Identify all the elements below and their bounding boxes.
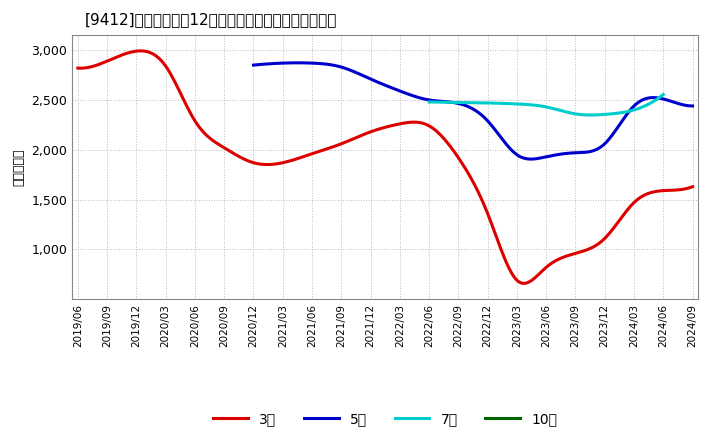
7年 xyxy=(659,92,667,97)
3年 xyxy=(688,184,697,189)
5年 xyxy=(510,150,519,156)
Line: 7年: 7年 xyxy=(429,95,663,115)
3年 xyxy=(595,240,604,245)
5年 xyxy=(688,103,697,109)
Line: 5年: 5年 xyxy=(253,63,693,159)
3年 xyxy=(520,281,528,286)
3年 xyxy=(76,66,84,71)
7年 xyxy=(564,110,573,115)
5年 xyxy=(650,95,659,100)
5年 xyxy=(293,60,302,66)
3年 xyxy=(439,136,448,141)
7年 xyxy=(638,104,647,110)
5年 xyxy=(527,157,536,162)
7年 xyxy=(564,110,572,115)
5年 xyxy=(249,62,258,68)
3年 xyxy=(441,138,450,143)
Line: 3年: 3年 xyxy=(78,51,693,283)
Text: [9412]　当期純利益12か月移動合計の標準偏差の推移: [9412] 当期純利益12か月移動合計の標準偏差の推移 xyxy=(84,12,337,27)
3年 xyxy=(452,152,461,157)
5年 xyxy=(622,112,631,117)
5年 xyxy=(512,152,521,157)
3年 xyxy=(73,66,82,71)
Y-axis label: （百万円）: （百万円） xyxy=(13,148,26,186)
7年 xyxy=(586,112,595,117)
3年 xyxy=(635,196,644,201)
5年 xyxy=(519,155,528,161)
5年 xyxy=(251,62,259,68)
7年 xyxy=(425,99,433,105)
7年 xyxy=(568,111,577,116)
7年 xyxy=(426,99,434,105)
7年 xyxy=(623,109,631,114)
Legend: 3年, 5年, 7年, 10年: 3年, 5年, 7年, 10年 xyxy=(207,407,563,432)
3年 xyxy=(138,48,146,54)
